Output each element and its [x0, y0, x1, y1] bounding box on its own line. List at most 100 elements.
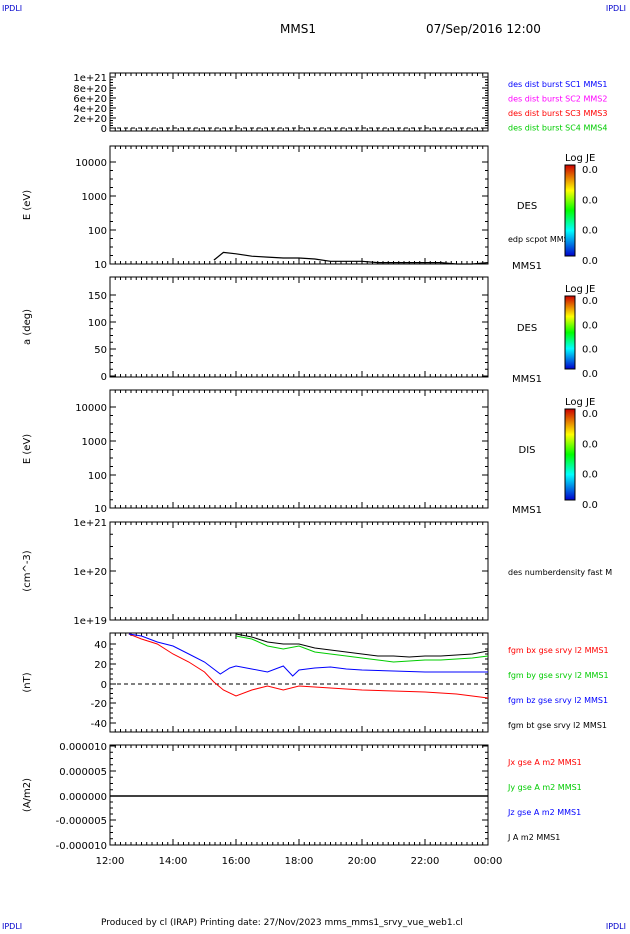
corner-label-tl: IPDLI — [2, 4, 23, 13]
p6-ylabel: (nT) — [22, 672, 33, 692]
x-tick-label: 18:00 — [285, 856, 314, 867]
corner-label-bl: IPDLI — [2, 922, 23, 931]
p3-ylabel: a (deg) — [22, 309, 33, 345]
fgm-series-line — [128, 633, 489, 699]
p6-legend-item: fgm bt gse srvy l2 MMS1 — [508, 721, 607, 730]
p4-ytick-label: 10 — [94, 504, 107, 515]
edp-scpot-line — [213, 251, 489, 265]
p4-colorbar-tick: 0.0 — [582, 470, 598, 481]
p4-colorbar-tick: 0.0 — [582, 439, 598, 450]
p3-colorbar-tick: 0.0 — [582, 320, 598, 331]
x-tick-label: 00:00 — [474, 856, 503, 867]
p1-legend-item: des dist burst SC1 MMS1 — [508, 80, 607, 89]
p1-ytick-label: 6e+20 — [73, 94, 107, 105]
p5-ytick-label: 1e+21 — [73, 518, 107, 529]
p1-ytick-label: 1e+21 — [73, 73, 107, 84]
p6-frame — [109, 632, 489, 733]
p6-ytick-label: 40 — [94, 640, 107, 651]
p4-ytick-label: 1000 — [82, 437, 107, 448]
p1-ytick-label: 4e+20 — [73, 104, 107, 115]
p2-ytick-label: 100 — [88, 226, 107, 237]
p2-ylabel: E (eV) — [22, 190, 33, 220]
corner-label-br: IPDLI — [605, 922, 626, 931]
p6-legend-item: fgm bz gse srvy l2 MMS1 — [508, 696, 608, 705]
p7-ytick-label: 0.000000 — [59, 792, 107, 803]
p7-ylabel: (A/m2) — [22, 778, 33, 812]
p6-legend-item: fgm by gse srvy l2 MMS1 — [508, 671, 609, 680]
p2-ytick-label: 10000 — [75, 158, 107, 169]
corner-label-tr: IPDLI — [605, 4, 626, 13]
p6-ytick-label: 0 — [101, 680, 107, 691]
p5-frame — [109, 521, 489, 621]
page-title: MMS1 — [280, 22, 316, 36]
p4-footer-label: MMS1 — [512, 505, 542, 516]
p2-colorbar-tick: 0.0 — [582, 256, 598, 267]
p3-colorbar-title: Log JE — [565, 284, 595, 295]
p1-ytick-label: 0 — [101, 124, 107, 135]
footer-text: Produced by cl (IRAP) Printing date: 27/… — [101, 918, 463, 928]
p3-ytick-label: 100 — [88, 318, 107, 329]
p2-ytick-label: 10 — [94, 260, 107, 271]
p7-legend-item: Jy gse A m2 MMS1 — [507, 783, 582, 792]
p7-legend-item: Jx gse A m2 MMS1 — [507, 758, 582, 767]
p6-ytick-label: -40 — [91, 719, 107, 730]
p1-legend-item: des dist burst SC2 MMS2 — [508, 95, 607, 104]
p2-colorbar-title: Log JE — [565, 153, 595, 164]
p2-colorbar — [564, 164, 576, 257]
p5-legend-item: des numberdensity fast M — [508, 568, 612, 577]
x-tick-label: 16:00 — [222, 856, 251, 867]
p6-ytick-label: -20 — [91, 699, 107, 710]
p2-colorbar-tick: 0.0 — [582, 226, 598, 237]
p7-legend-item: Jz gse A m2 MMS1 — [507, 808, 581, 817]
p4-colorbar-title: Log JE — [565, 397, 595, 408]
p4-colorbar-tick: 0.0 — [582, 409, 598, 420]
p5-ylabel: (cm^-3) — [22, 550, 33, 591]
p4-colorbar-tick: 0.0 — [582, 500, 598, 511]
fgm-series-line — [235, 633, 489, 658]
x-tick-label: 14:00 — [159, 856, 188, 867]
p1-legend-item: des dist burst SC3 MMS3 — [508, 109, 607, 118]
p4-ytick-label: 100 — [88, 471, 107, 482]
p3-footer-label: MMS1 — [512, 374, 542, 385]
p7-legend-item: J A m2 MMS1 — [507, 833, 560, 842]
p4-colorbar — [564, 408, 576, 501]
p3-colorbar — [564, 295, 576, 370]
p3-side-label: DES — [517, 323, 537, 334]
p4-ylabel: E (eV) — [22, 434, 33, 464]
p7-frame — [109, 744, 489, 846]
p2-side-label: DES — [517, 201, 537, 212]
fgm-series-line — [128, 633, 488, 677]
p1-ytick-label: 2e+20 — [73, 114, 107, 125]
p4-ytick-label: 10000 — [75, 403, 107, 414]
p6-legend-item: fgm bx gse srvy l2 MMS1 — [508, 646, 609, 655]
p7-ytick-label: 0.000005 — [59, 767, 107, 778]
p2-colorbar-tick: 0.0 — [582, 165, 598, 176]
p3-colorbar-tick: 0.0 — [582, 296, 598, 307]
fgm-series-line — [235, 635, 489, 663]
page-datetime: 07/Sep/2016 12:00 — [426, 22, 541, 36]
p2-ytick-label: 1000 — [82, 192, 107, 203]
x-tick-label: 12:00 — [96, 856, 125, 867]
p2-trace-label: edp scpot MMS1 — [508, 235, 574, 244]
p3-colorbar-tick: 0.0 — [582, 345, 598, 356]
p1-ytick-label: 8e+20 — [73, 84, 107, 95]
p6-ytick-label: 20 — [94, 660, 107, 671]
p3-colorbar-tick: 0.0 — [582, 369, 598, 380]
p5-ytick-label: 1e+19 — [73, 616, 107, 627]
x-tick-label: 22:00 — [411, 856, 440, 867]
p5-ytick-label: 1e+20 — [73, 567, 107, 578]
p7-ytick-label: -0.000010 — [56, 841, 107, 852]
p3-frame — [109, 276, 489, 378]
p4-frame — [109, 389, 489, 509]
p1-frame — [109, 72, 489, 132]
p3-ytick-label: 0 — [101, 372, 107, 383]
p3-ytick-label: 50 — [94, 345, 107, 356]
p3-ytick-label: 150 — [88, 291, 107, 302]
p1-legend-item: des dist burst SC4 MMS4 — [508, 124, 607, 133]
p7-ytick-label: -0.000005 — [56, 816, 107, 827]
x-tick-label: 20:00 — [348, 856, 377, 867]
p2-colorbar-tick: 0.0 — [582, 195, 598, 206]
p2-footer-label: MMS1 — [512, 261, 542, 272]
p7-ytick-label: 0.000010 — [59, 742, 107, 753]
